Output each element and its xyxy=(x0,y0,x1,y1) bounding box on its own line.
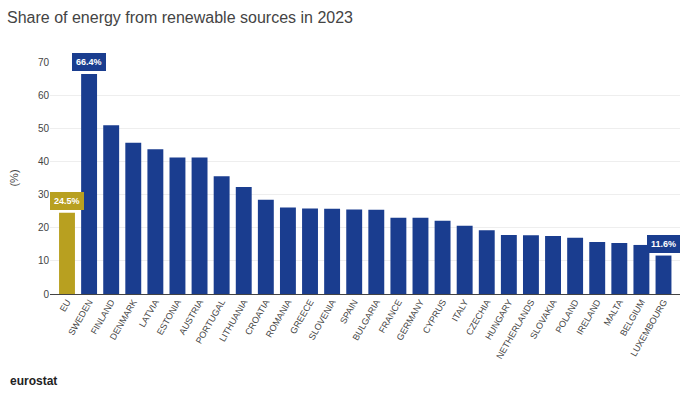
svg-text:ITALY: ITALY xyxy=(450,298,471,324)
svg-text:CZECHIA: CZECHIA xyxy=(464,298,492,337)
svg-text:CYPRUS: CYPRUS xyxy=(421,298,448,335)
svg-text:AUSTRIA: AUSTRIA xyxy=(177,298,205,337)
svg-text:Share of energy from renewable: Share of energy from renewable sources i… xyxy=(7,9,353,26)
svg-text:10: 10 xyxy=(38,255,50,266)
svg-text:GREECE: GREECE xyxy=(288,298,316,336)
svg-text:30: 30 xyxy=(38,189,50,200)
svg-text:11.6%: 11.6% xyxy=(651,239,676,249)
svg-text:BELGIUM: BELGIUM xyxy=(618,298,647,338)
svg-text:DENMARK: DENMARK xyxy=(108,298,139,342)
svg-text:SPAIN: SPAIN xyxy=(338,298,360,326)
svg-text:0: 0 xyxy=(43,289,49,300)
svg-text:SWEDEN: SWEDEN xyxy=(66,298,94,337)
svg-text:BULGARIA: BULGARIA xyxy=(351,298,382,342)
svg-text:60: 60 xyxy=(38,90,50,101)
svg-text:LATVIA: LATVIA xyxy=(137,298,161,329)
svg-text:66.4%: 66.4% xyxy=(76,57,102,67)
svg-text:20: 20 xyxy=(38,222,50,233)
svg-text:NETHERLANDS: NETHERLANDS xyxy=(494,298,536,361)
svg-text:SLOVAKIA: SLOVAKIA xyxy=(528,298,559,341)
svg-text:FRANCE: FRANCE xyxy=(377,298,404,335)
svg-text:LITHUANIA: LITHUANIA xyxy=(217,298,249,344)
svg-text:LUXEMBOURG: LUXEMBOURG xyxy=(628,298,669,358)
svg-text:ROMANIA: ROMANIA xyxy=(264,298,294,339)
svg-text:24.5%: 24.5% xyxy=(54,196,80,206)
svg-text:GERMANY: GERMANY xyxy=(395,298,426,342)
svg-text:(%): (%) xyxy=(8,169,20,186)
svg-text:eurostat: eurostat xyxy=(10,374,57,388)
svg-text:HUNGARY: HUNGARY xyxy=(483,298,514,342)
svg-text:MALTA: MALTA xyxy=(602,298,625,328)
svg-text:ESTONIA: ESTONIA xyxy=(155,298,183,337)
svg-text:IRELAND: IRELAND xyxy=(575,297,603,336)
svg-text:CROATIA: CROATIA xyxy=(243,298,271,337)
svg-text:40: 40 xyxy=(38,156,50,167)
svg-text:50: 50 xyxy=(38,123,50,134)
svg-text:PORTUGAL: PORTUGAL xyxy=(194,298,227,346)
svg-text:EU: EU xyxy=(58,298,73,314)
svg-text:FINLAND: FINLAND xyxy=(89,297,117,336)
svg-text:70: 70 xyxy=(38,57,50,68)
svg-text:SLOVENIA: SLOVENIA xyxy=(307,298,338,342)
svg-text:POLAND: POLAND xyxy=(554,297,581,334)
